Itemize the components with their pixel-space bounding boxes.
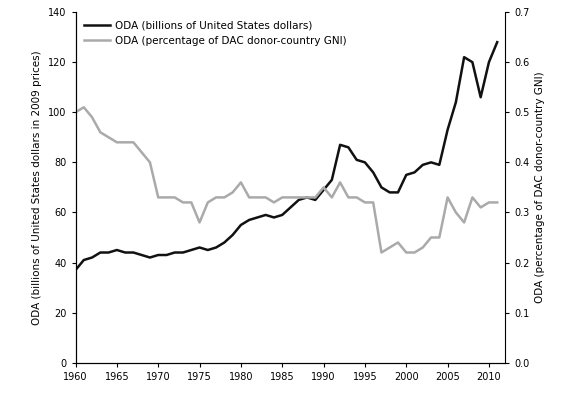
ODA (percentage of DAC donor-country GNI)	[80, 105, 87, 110]
ODA (percentage of DAC donor-country GNI)	[303, 195, 310, 200]
Line: ODA (billions of United States dollars): ODA (billions of United States dollars)	[76, 42, 497, 270]
Y-axis label: ODA (percentage of DAC donor-country GNI): ODA (percentage of DAC donor-country GNI…	[536, 72, 546, 303]
ODA (percentage of DAC donor-country GNI)	[279, 195, 286, 200]
ODA (percentage of DAC donor-country GNI)	[336, 180, 343, 185]
ODA (billions of United States dollars)	[461, 55, 468, 60]
ODA (percentage of DAC donor-country GNI)	[229, 190, 236, 195]
Legend: ODA (billions of United States dollars), ODA (percentage of DAC donor-country GN: ODA (billions of United States dollars),…	[81, 17, 350, 49]
ODA (percentage of DAC donor-country GNI)	[378, 250, 385, 255]
ODA (billions of United States dollars)	[72, 268, 79, 272]
ODA (percentage of DAC donor-country GNI)	[72, 110, 79, 115]
ODA (percentage of DAC donor-country GNI)	[353, 195, 360, 200]
ODA (billions of United States dollars)	[345, 145, 352, 150]
Y-axis label: ODA (billions of United States dollars in 2009 prices): ODA (billions of United States dollars i…	[33, 50, 42, 325]
ODA (billions of United States dollars)	[328, 177, 335, 182]
ODA (billions of United States dollars)	[271, 215, 278, 220]
ODA (billions of United States dollars)	[105, 250, 112, 255]
Line: ODA (percentage of DAC donor-country GNI): ODA (percentage of DAC donor-country GNI…	[76, 107, 497, 253]
ODA (billions of United States dollars)	[494, 40, 501, 45]
ODA (billions of United States dollars)	[221, 240, 228, 245]
ODA (percentage of DAC donor-country GNI)	[113, 140, 120, 145]
ODA (percentage of DAC donor-country GNI)	[494, 200, 501, 205]
